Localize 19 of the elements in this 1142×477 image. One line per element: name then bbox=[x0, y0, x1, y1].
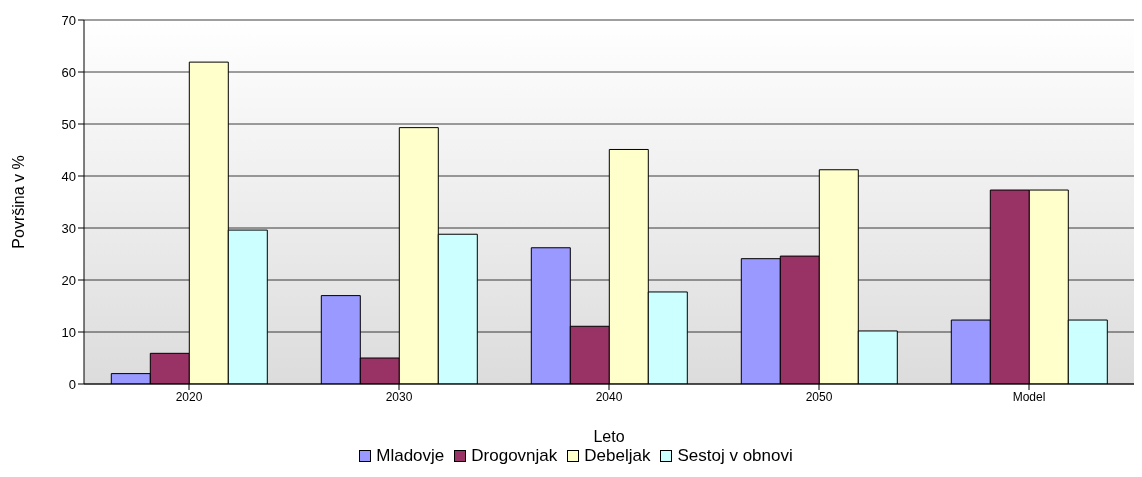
y-tick-label: 40 bbox=[61, 168, 76, 184]
y-tick-label: 60 bbox=[61, 64, 76, 80]
y-tick-label: 50 bbox=[61, 116, 76, 132]
y-tick-label: 10 bbox=[61, 324, 76, 340]
x-tick-label: Model bbox=[1012, 389, 1046, 404]
legend-label: Sestoj v obnovi bbox=[677, 446, 793, 466]
x-tick-label: 2040 bbox=[595, 389, 623, 404]
legend-label: Mladovje bbox=[376, 446, 445, 466]
legend-label: Debeljak bbox=[584, 446, 651, 466]
y-tick-label: 70 bbox=[61, 12, 76, 28]
y-axis-title: Površina v % bbox=[9, 155, 27, 249]
x-tick-label: 2020 bbox=[175, 389, 203, 404]
x-axis-title: Leto bbox=[593, 428, 625, 445]
x-tick-label: 2030 bbox=[385, 389, 413, 404]
x-tick-label: 2050 bbox=[805, 389, 833, 404]
legend-label: Drogovnjak bbox=[471, 446, 558, 466]
y-tick-label: 30 bbox=[61, 220, 76, 236]
y-tick-label: 20 bbox=[61, 272, 76, 288]
y-tick-label: 0 bbox=[68, 376, 76, 392]
